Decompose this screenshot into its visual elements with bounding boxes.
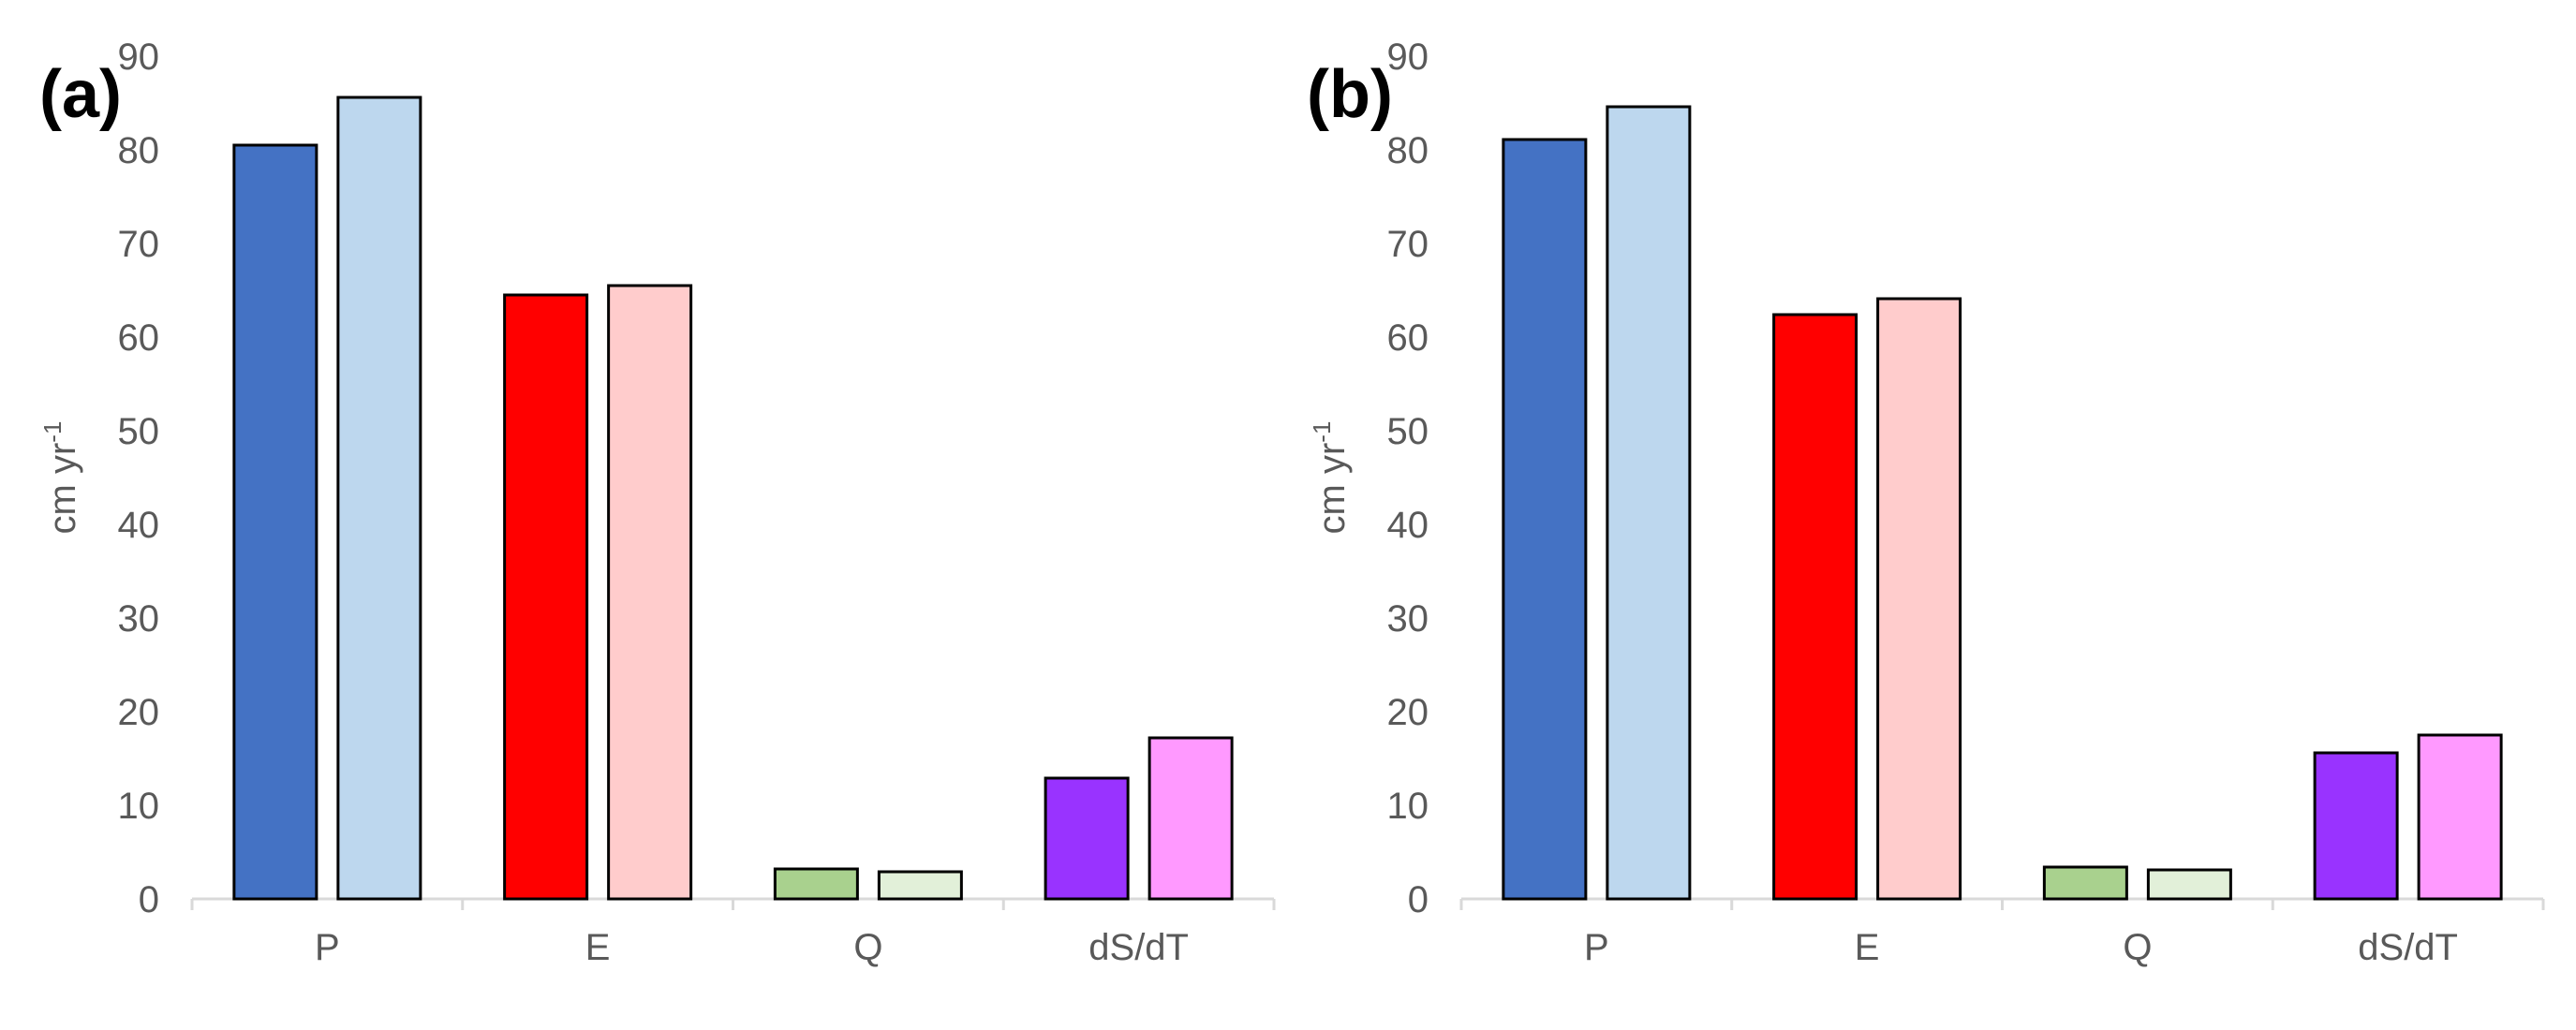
y-axis-label-superscript: -1	[1308, 421, 1336, 443]
bar-dsdt-1	[1044, 776, 1130, 901]
bar-q-2	[877, 870, 963, 901]
bar-dsdt-2	[2417, 733, 2503, 901]
bar-dsdt-1	[2313, 751, 2399, 901]
y-tick-label: 80	[118, 130, 160, 171]
x-category-label: dS/dT	[1088, 927, 1189, 968]
x-category-label: dS/dT	[2358, 927, 2458, 968]
bar-q-1	[2042, 865, 2128, 901]
bar-q-2	[2146, 868, 2232, 901]
x-category-label: Q	[2123, 927, 2152, 968]
y-axis-label-text: cm yr	[1311, 443, 1353, 535]
y-tick-label: 0	[139, 879, 159, 920]
y-tick-label: 60	[1387, 317, 1429, 359]
x-category-label: P	[1584, 927, 1609, 968]
y-tick-label: 10	[1387, 786, 1429, 827]
y-axis-label: cm yr-1	[1308, 421, 1353, 535]
panel-label: (a)	[39, 57, 122, 132]
x-category-label: P	[315, 927, 340, 968]
y-tick-label: 30	[1387, 598, 1429, 640]
x-category-label: Q	[853, 927, 882, 968]
y-tick-label: 0	[1408, 879, 1429, 920]
y-tick-label: 50	[1387, 411, 1429, 452]
bar-q-1	[773, 867, 859, 901]
bar-p-2	[336, 96, 422, 901]
bar-e-2	[607, 284, 693, 901]
y-tick-label: 10	[118, 786, 160, 827]
y-axis-label-text: cm yr	[42, 443, 83, 535]
bar-p-1	[232, 143, 318, 901]
y-tick-label: 60	[118, 317, 160, 359]
bar-p-1	[1502, 138, 1588, 901]
y-tick-label: 50	[118, 411, 160, 452]
y-tick-label: 70	[118, 224, 160, 265]
bar-e-2	[1876, 297, 1962, 901]
y-tick-label: 30	[118, 598, 160, 640]
x-category-label: E	[585, 927, 611, 968]
y-axis-label-superscript: -1	[38, 421, 67, 443]
x-category-label: E	[1855, 927, 1880, 968]
bar-dsdt-2	[1147, 736, 1234, 901]
y-tick-label: 40	[1387, 505, 1429, 546]
y-tick-label: 90	[1387, 37, 1429, 78]
bar-e-1	[1772, 313, 1858, 901]
y-tick-label: 20	[118, 692, 160, 733]
y-tick-label: 20	[1387, 692, 1429, 733]
y-axis-label: cm yr-1	[38, 421, 83, 535]
y-tick-label: 90	[118, 37, 160, 78]
bar-e-1	[503, 293, 589, 901]
y-tick-label: 70	[1387, 224, 1429, 265]
y-tick-label: 80	[1387, 130, 1429, 171]
panel-label: (b)	[1307, 57, 1393, 132]
bar-p-2	[1606, 105, 1692, 901]
y-tick-label: 40	[118, 505, 160, 546]
